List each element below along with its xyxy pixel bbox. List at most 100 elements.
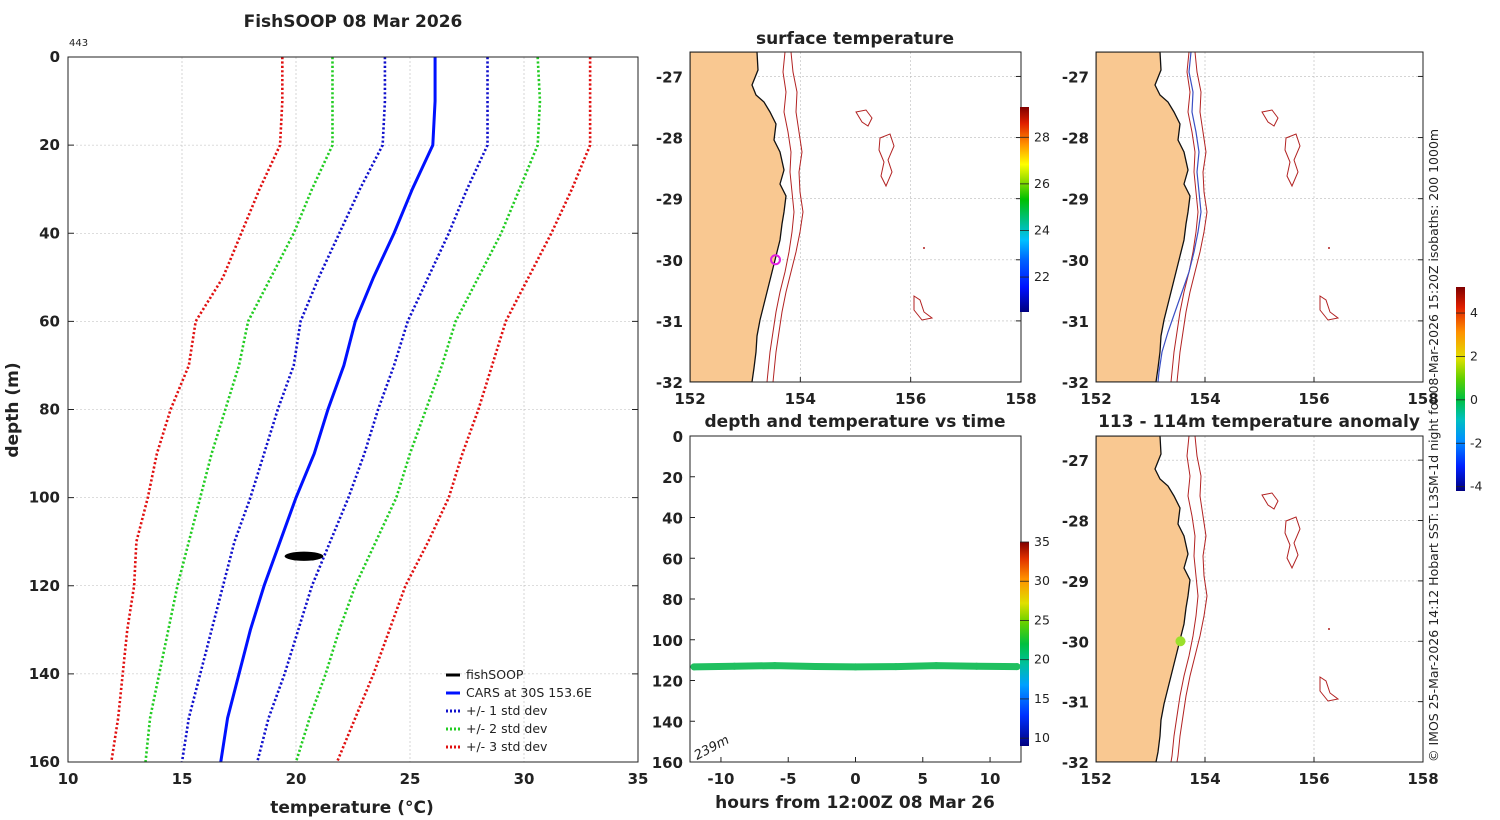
profile-ticks: 10 15 20 25 30 35 0 20 40 60 80 100 120 140 160: [29, 48, 649, 788]
dt-point: [932, 662, 940, 670]
profile-xtick-label: 35: [628, 770, 649, 788]
dt-point: [690, 663, 698, 671]
dt-ytick-label: 80: [662, 591, 683, 609]
anomaly-colorbar: [1456, 287, 1465, 491]
anom-isobath-1000: [1176, 436, 1208, 762]
bathy-seamount-1: [1261, 109, 1279, 127]
sst-seamount-1: [855, 109, 873, 127]
anom-seamount-3: [1319, 676, 1340, 702]
sst-colorbar-ticks: 22 24 26 28: [1020, 129, 1050, 284]
map-ytick-label: -32: [1062, 754, 1089, 772]
colorbar-tick-label: 15: [1034, 691, 1050, 706]
bathy-map-geography: [1096, 52, 1340, 382]
colorbar-tick-label: 20: [1034, 652, 1050, 667]
profile-axes-frame: [67, 56, 639, 763]
sst-land: [690, 52, 787, 382]
profile-grid: [67, 56, 639, 763]
dt-ytick-label: 0: [673, 428, 683, 446]
profile-xtick-label: 20: [286, 770, 307, 788]
std-dev-line-std1-2: [255, 57, 489, 763]
map-ytick-label: -30: [1062, 252, 1089, 270]
map-ytick-label: -29: [1062, 573, 1089, 591]
sst-map-panel: surface temperature 152 154 156 158 -27 -28 -2…: [656, 29, 1050, 408]
map-xtick-label: 152: [1080, 770, 1111, 788]
profile-ytick-label: 80: [39, 401, 60, 419]
bathy-map-panel: 152 154 156 158 -27 -28 -29 -30 -31 -32: [1062, 51, 1439, 408]
bathy-contour-blue: [1157, 52, 1202, 382]
std-dev-line-std1-1: [180, 57, 387, 763]
colorbar-tick-label: 25: [1034, 612, 1050, 627]
profile-legend: fishSOOP CARS at 30S 153.6E +/- 1 std de…: [446, 667, 592, 754]
map-ytick-label: -27: [1062, 452, 1089, 470]
dt-xtick-label: -5: [780, 770, 797, 788]
anom-seamount-2: [1284, 516, 1301, 570]
bathy-land: [1096, 52, 1191, 382]
dt-ytick-label: 140: [652, 713, 683, 731]
std-dev-line-std3-5: [110, 57, 284, 763]
colorbar-tick-label: 35: [1034, 534, 1050, 549]
colorbar-tick-label: 2: [1470, 348, 1478, 363]
legend-label-std3: +/- 3 std dev: [466, 739, 548, 754]
profile-ytick-label: 120: [29, 577, 60, 595]
profile-xtick-label: 15: [172, 770, 193, 788]
sst-seamount-3: [913, 295, 934, 321]
map-xtick-label: 158: [1005, 390, 1036, 408]
profile-annotation: 443: [69, 38, 88, 49]
map-ytick-label: -30: [656, 252, 683, 270]
profile-xtick-label: 30: [514, 770, 535, 788]
dt-xtick-label: -10: [707, 770, 734, 788]
bathy-seamount-3: [1319, 295, 1340, 321]
profile-lines: [110, 56, 592, 763]
profile-ytick-label: 100: [29, 489, 60, 507]
profile-xtick-label: 10: [58, 770, 79, 788]
map-ytick-label: -27: [656, 68, 683, 86]
dt-xtick-label: 0: [850, 770, 860, 788]
map-xtick-label: 154: [1189, 770, 1220, 788]
map-ytick-label: -32: [1062, 374, 1089, 392]
anomaly-colorbar-ticks: -4 -2 0 2 4: [1456, 305, 1483, 494]
dt-point: [852, 663, 859, 671]
side-note: © IMOS 25-Mar-2026 14:12 Hobart SST: L3S…: [1426, 129, 1441, 762]
bathy-isobath-200: [1170, 52, 1199, 382]
profile-ytick-label: 160: [29, 753, 60, 771]
bathy-map-frame: [1095, 51, 1424, 383]
sst-location-marker: [770, 254, 782, 266]
profile-ylabel: depth (m): [3, 362, 23, 457]
legend-label-std1: +/- 1 std dev: [466, 703, 548, 718]
map-xtick-label: 156: [1298, 390, 1329, 408]
map-ytick-label: -32: [656, 374, 683, 392]
profile-xlabel: temperature (°C): [270, 798, 434, 818]
anomaly-map-title: 113 - 114m temperature anomaly: [1098, 412, 1420, 432]
dt-point: [771, 662, 779, 670]
depth-time-xlabel: hours from 12:00Z 08 Mar 26: [715, 793, 995, 813]
sst-map-title: surface temperature: [756, 29, 954, 49]
dt-point: [892, 663, 900, 671]
depth-time-points: [690, 662, 1021, 671]
profile-ytick-label: 20: [39, 136, 60, 154]
map-ytick-label: -28: [1062, 130, 1089, 148]
map-ytick-label: -29: [1062, 191, 1089, 209]
dt-ytick-label: 160: [652, 754, 683, 772]
depth-time-panel: depth and temperature vs time -10 -5 0 5 100…: [652, 412, 1050, 813]
colorbar-tick-label: -2: [1470, 435, 1482, 450]
dt-ytick-label: 20: [662, 469, 683, 487]
bathy-map-ticks: 152 154 156 158 -27 -28 -29 -30 -31 -32: [1062, 68, 1439, 408]
profile-ytick-label: 0: [50, 48, 60, 66]
map-ytick-label: -27: [1062, 68, 1089, 86]
colorbar-tick-label: 4: [1470, 305, 1478, 320]
map-xtick-label: 158: [1407, 770, 1438, 788]
anomaly-map-geography: [1096, 436, 1340, 762]
dt-ytick-label: 100: [652, 632, 683, 650]
bathy-seamount-2: [1284, 133, 1301, 188]
bathy-speck: [1328, 247, 1330, 249]
sst-seamount-2: [878, 133, 895, 188]
dt-colorbar-ticks: 10 15 20 25 30 35: [1020, 534, 1050, 745]
std-dev-line-std2-3: [144, 57, 334, 763]
legend-label-std2: +/- 2 std dev: [466, 721, 548, 736]
profile-observations: [284, 551, 324, 561]
dt-point: [730, 662, 738, 670]
map-ytick-label: -31: [656, 313, 683, 331]
anom-land: [1096, 436, 1191, 762]
